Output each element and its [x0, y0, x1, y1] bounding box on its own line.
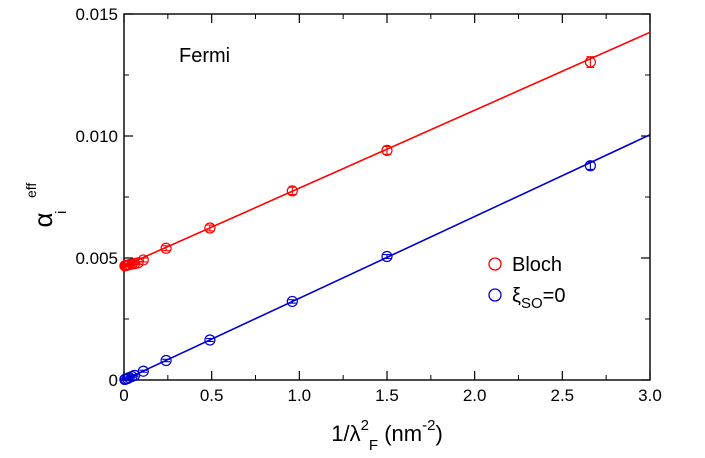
plot-frame [123, 13, 651, 381]
legend-marker-series-0 [488, 257, 502, 271]
x-axis-title: 1/λ2F (nm-2) [331, 417, 443, 454]
x-tick-label: 1.0 [288, 386, 312, 405]
data-point-series-0 [137, 254, 149, 266]
data-point-series-0 [204, 222, 216, 234]
data-point-series-1 [286, 295, 298, 308]
data-point-series-1 [584, 160, 596, 172]
data-point-series-0 [132, 257, 144, 269]
x-tick-label: 0 [119, 386, 128, 405]
x-tick-label: 0.5 [200, 386, 224, 405]
y-axis-title: α eff i [23, 183, 70, 228]
data-points [119, 56, 596, 386]
legend-label-series-1: ξSO=0 [512, 285, 565, 312]
data-point-series-1 [204, 334, 216, 346]
x-tick-label: 3.0 [638, 386, 662, 405]
x-tick-label: 2.5 [551, 386, 575, 405]
axis-ticks: 0 0.5 1.0 1.5 2.0 2.5 3.0 0 0.005 0.010 0.015 [75, 5, 661, 405]
svg-text:α: α [28, 212, 58, 227]
data-point-series-0 [584, 56, 596, 68]
data-point-series-1 [128, 369, 141, 381]
legend-label-series-0: Bloch [512, 254, 562, 276]
annotation-label: Fermi [179, 45, 230, 67]
x-tick-label: 2.0 [463, 386, 487, 405]
svg-text:eff: eff [23, 183, 39, 198]
y-tick-label: 0.010 [75, 127, 118, 146]
y-tick-label: 0.015 [75, 5, 118, 24]
data-point-series-1 [137, 365, 149, 377]
x-tick-label: 1.5 [375, 386, 399, 405]
data-point-series-0 [286, 185, 298, 197]
svg-text:i: i [53, 211, 70, 214]
y-tick-label: 0.005 [75, 249, 118, 268]
data-point-series-0 [160, 242, 172, 254]
y-tick-label: 0 [109, 371, 118, 390]
legend: Bloch ξSO=0 [488, 254, 565, 312]
data-point-series-0 [381, 144, 393, 156]
fit-lines [123, 31, 651, 381]
data-point-series-1 [381, 250, 393, 263]
data-point-series-1 [160, 354, 172, 367]
legend-marker-series-1 [488, 288, 502, 302]
